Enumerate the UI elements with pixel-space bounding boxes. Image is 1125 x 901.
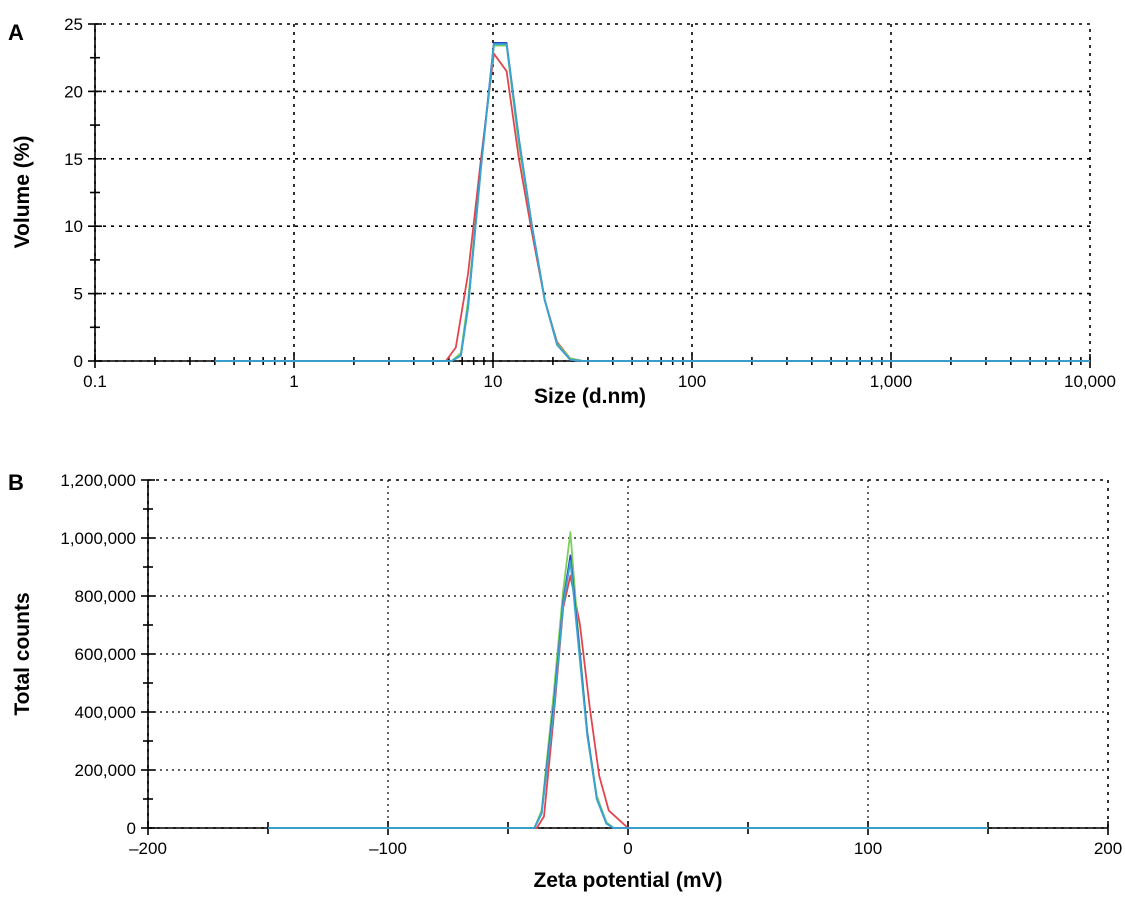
panel-b-x-tick-label: –200 — [129, 839, 167, 858]
panel-b-x-tick-label: –100 — [369, 839, 407, 858]
panel-a-series — [214, 42, 1090, 362]
panel-b-x-tick-label: 0 — [623, 839, 632, 858]
panel-a-tick-labels: 0.1 1 10 100 1,000 10,000 0 5 10 15 20 25 — [64, 15, 1116, 391]
panel-b-ticks — [141, 479, 1109, 835]
panel-a-ticks — [88, 23, 1091, 368]
panel-a-series-line-4 — [214, 43, 1090, 362]
panel-a-x-tick-label: 1,000 — [870, 372, 913, 391]
panel-a-plot-frame — [94, 23, 1091, 362]
panel-a-x-tick-label: 0.1 — [83, 372, 107, 391]
panel-a-y-tick-label: 10 — [64, 217, 83, 236]
panel-b-y-tick-label: 0 — [127, 819, 136, 838]
panel-a-y-tick-label: 0 — [74, 352, 83, 371]
panel-a-x-tick-label: 10 — [484, 372, 503, 391]
panel-b-tick-labels: –200 –100 0 100 200 0 200,000 400,000 600,000 800… — [60, 471, 1122, 858]
panel-b-y-axis-title: Total counts — [11, 592, 34, 715]
panel-b: B –200 –100 0 100 200 0 200,000 400,000 600,000 8… — [8, 470, 1122, 892]
panel-a-x-tick-label: 10,000 — [1064, 372, 1116, 391]
panel-a-x-axis-title: Size (d.nm) — [534, 385, 646, 408]
panel-a-series-line-2 — [214, 44, 1090, 362]
panel-b-series-line-4 — [268, 560, 988, 829]
panel-b-series — [268, 531, 988, 829]
panel-b-y-tick-label: 200,000 — [75, 761, 136, 780]
panel-b-y-tick-label: 1,200,000 — [60, 471, 136, 490]
panel-a-y-tick-label: 15 — [64, 150, 83, 169]
panel-b-letter: B — [8, 470, 24, 495]
panel-b-grid — [148, 480, 1108, 828]
panel-a-letter: A — [8, 20, 24, 45]
panel-a: A 0.1 1 10 100 1,000 10,000 0 5 10 15 20 25 Size (d… — [8, 15, 1116, 408]
panel-a-grid — [95, 24, 1090, 361]
panel-b-y-tick-label: 600,000 — [75, 645, 136, 664]
panel-a-y-tick-label: 25 — [64, 15, 83, 34]
panel-b-x-tick-label: 100 — [854, 839, 882, 858]
panel-b-y-tick-label: 400,000 — [75, 703, 136, 722]
panel-a-series-line-1 — [214, 52, 1090, 362]
panel-a-y-axis-title: Volume (%) — [11, 136, 34, 249]
panel-b-y-tick-label: 800,000 — [75, 587, 136, 606]
panel-a-x-tick-label: 100 — [678, 372, 706, 391]
panel-a-series-line-3 — [214, 42, 1090, 362]
panel-b-x-tick-label: 200 — [1094, 839, 1122, 858]
panel-b-series-line-2 — [268, 531, 988, 829]
panel-b-y-tick-label: 1,000,000 — [60, 529, 136, 548]
panel-b-x-axis-title: Zeta potential (mV) — [533, 869, 722, 892]
panel-a-y-tick-label: 20 — [64, 82, 83, 101]
panel-a-x-tick-label: 1 — [289, 372, 298, 391]
panel-a-y-tick-label: 5 — [74, 285, 83, 304]
